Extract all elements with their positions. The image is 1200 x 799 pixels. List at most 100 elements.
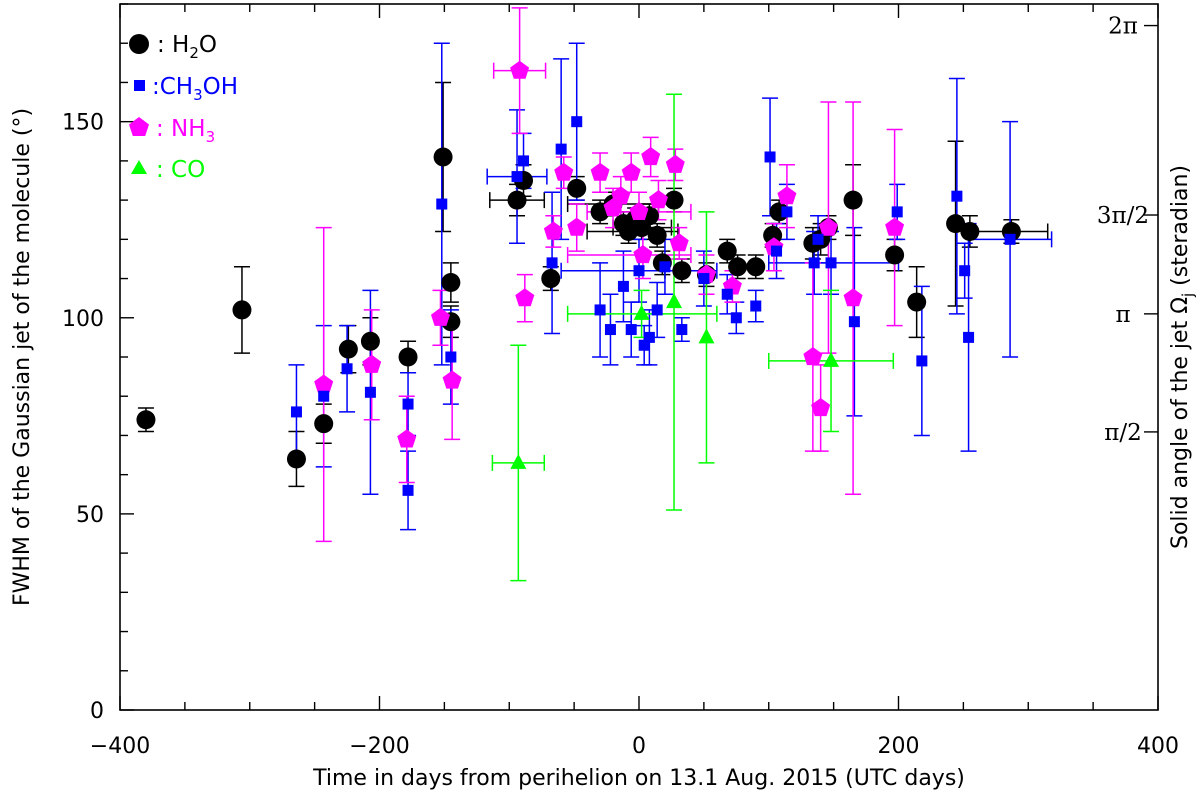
data-point-ch3oh (808, 257, 820, 269)
data-point-ch3oh (891, 206, 903, 218)
y-tick-label: 100 (62, 307, 104, 332)
data-point-h2o (360, 331, 380, 351)
legend-label-h2o: : H2O (157, 32, 217, 62)
data-point-ch3oh (518, 155, 530, 167)
x-tick-label: −200 (349, 734, 409, 759)
x-tick-label: −400 (90, 734, 150, 759)
data-point-ch3oh (771, 245, 783, 257)
data-point-ch3oh (402, 398, 414, 410)
data-point-ch3oh (848, 316, 860, 328)
data-markers (136, 60, 1021, 496)
data-point-h2o (433, 147, 453, 167)
data-point-ch3oh (436, 198, 448, 210)
data-point-nh3 (515, 288, 535, 307)
data-point-ch3oh (511, 171, 523, 183)
x-tick-label: 200 (878, 734, 920, 759)
data-point-nh3 (803, 347, 823, 366)
data-point-h2o (843, 190, 863, 210)
data-point-h2o (441, 272, 461, 292)
data-point-ch3oh (445, 351, 457, 363)
data-point-nh3 (843, 288, 863, 307)
data-point-ch3oh (959, 265, 971, 277)
y2-tick-label: π (1115, 302, 1130, 328)
data-point-h2o (136, 410, 156, 430)
data-point-ch3oh (571, 116, 583, 128)
data-point-nh3 (314, 374, 334, 393)
data-point-nh3 (567, 217, 587, 236)
data-point-ch3oh (625, 324, 637, 336)
data-point-ch3oh (916, 355, 928, 367)
data-point-nh3 (510, 60, 530, 79)
y2-tick-label: π/2 (1104, 420, 1142, 446)
y-axis-title: FWHM of the Gaussian jet of the molecule… (10, 108, 35, 606)
data-point-h2o (398, 347, 418, 367)
data-point-nh3 (611, 186, 631, 205)
data-point-h2o (507, 190, 527, 210)
y2-tick-label: 2π (1108, 14, 1138, 40)
y-tick-label: 150 (62, 111, 104, 136)
data-point-nh3 (811, 398, 831, 417)
legend-marker-co (131, 160, 147, 174)
data-point-nh3 (641, 147, 661, 166)
data-point-ch3oh (546, 257, 558, 269)
x-axis-title: Time in days from perihelion on 13.1 Aug… (312, 766, 965, 791)
data-point-nh3 (590, 162, 610, 181)
legend-marker-h2o (129, 34, 149, 54)
legend-label-co: : CO (156, 157, 205, 183)
data-point-nh3 (442, 370, 462, 389)
data-point-co (823, 351, 840, 367)
data-point-ch3oh (633, 265, 645, 277)
data-point-nh3 (621, 162, 641, 181)
legend-label-ch3oh: :CH3OH (152, 74, 238, 104)
data-point-ch3oh (617, 280, 629, 292)
data-point-nh3 (431, 307, 450, 326)
data-point-h2o (885, 245, 905, 265)
legend-marker-ch3oh (134, 80, 145, 91)
data-point-ch3oh (555, 143, 567, 155)
data-point-ch3oh (781, 206, 793, 218)
data-point-ch3oh (812, 233, 824, 245)
data-point-h2o (907, 292, 927, 312)
data-point-ch3oh (638, 339, 650, 351)
data-point-ch3oh (341, 363, 353, 375)
data-point-co (633, 304, 650, 320)
data-point-nh3 (362, 354, 382, 373)
data-point-nh3 (543, 221, 563, 240)
data-point-ch3oh (364, 386, 376, 398)
x-tick-label: 0 (632, 734, 646, 759)
y-tick-label: 0 (90, 699, 104, 724)
data-point-ch3oh (594, 304, 606, 316)
data-point-h2o (232, 300, 252, 320)
y-tick-label: 50 (76, 503, 104, 528)
data-point-ch3oh (750, 300, 762, 312)
data-point-ch3oh (721, 288, 733, 300)
data-point-h2o (338, 339, 358, 359)
data-point-ch3oh (676, 324, 688, 336)
data-point-co (698, 328, 715, 344)
data-point-nh3 (397, 429, 417, 448)
legend: : H2O :CH3OH : NH3 : CO (129, 32, 238, 183)
legend-label-nh3: : NH3 (156, 116, 215, 146)
data-point-nh3 (777, 186, 797, 205)
data-point-ch3oh (730, 312, 742, 324)
data-point-h2o (647, 225, 667, 245)
data-point-ch3oh (825, 257, 837, 269)
data-point-nh3 (669, 233, 689, 252)
data-point-ch3oh (318, 390, 330, 402)
data-point-ch3oh (659, 261, 671, 273)
data-point-co (510, 453, 527, 469)
data-point-ch3oh (963, 331, 975, 343)
data-point-ch3oh (1004, 233, 1016, 245)
data-point-h2o (728, 257, 748, 277)
data-point-ch3oh (651, 304, 663, 316)
data-point-nh3 (629, 201, 649, 220)
data-point-ch3oh (604, 324, 616, 336)
data-point-nh3 (633, 245, 653, 264)
legend-marker-nh3 (129, 117, 149, 136)
axes: −400 −200 0 200 400 0 50 100 150 π/2 π 3π/2 2π (62, 3, 1179, 759)
data-point-h2o (664, 190, 684, 210)
data-point-ch3oh (764, 151, 776, 163)
data-point-h2o (286, 449, 306, 469)
data-point-h2o (746, 257, 766, 277)
